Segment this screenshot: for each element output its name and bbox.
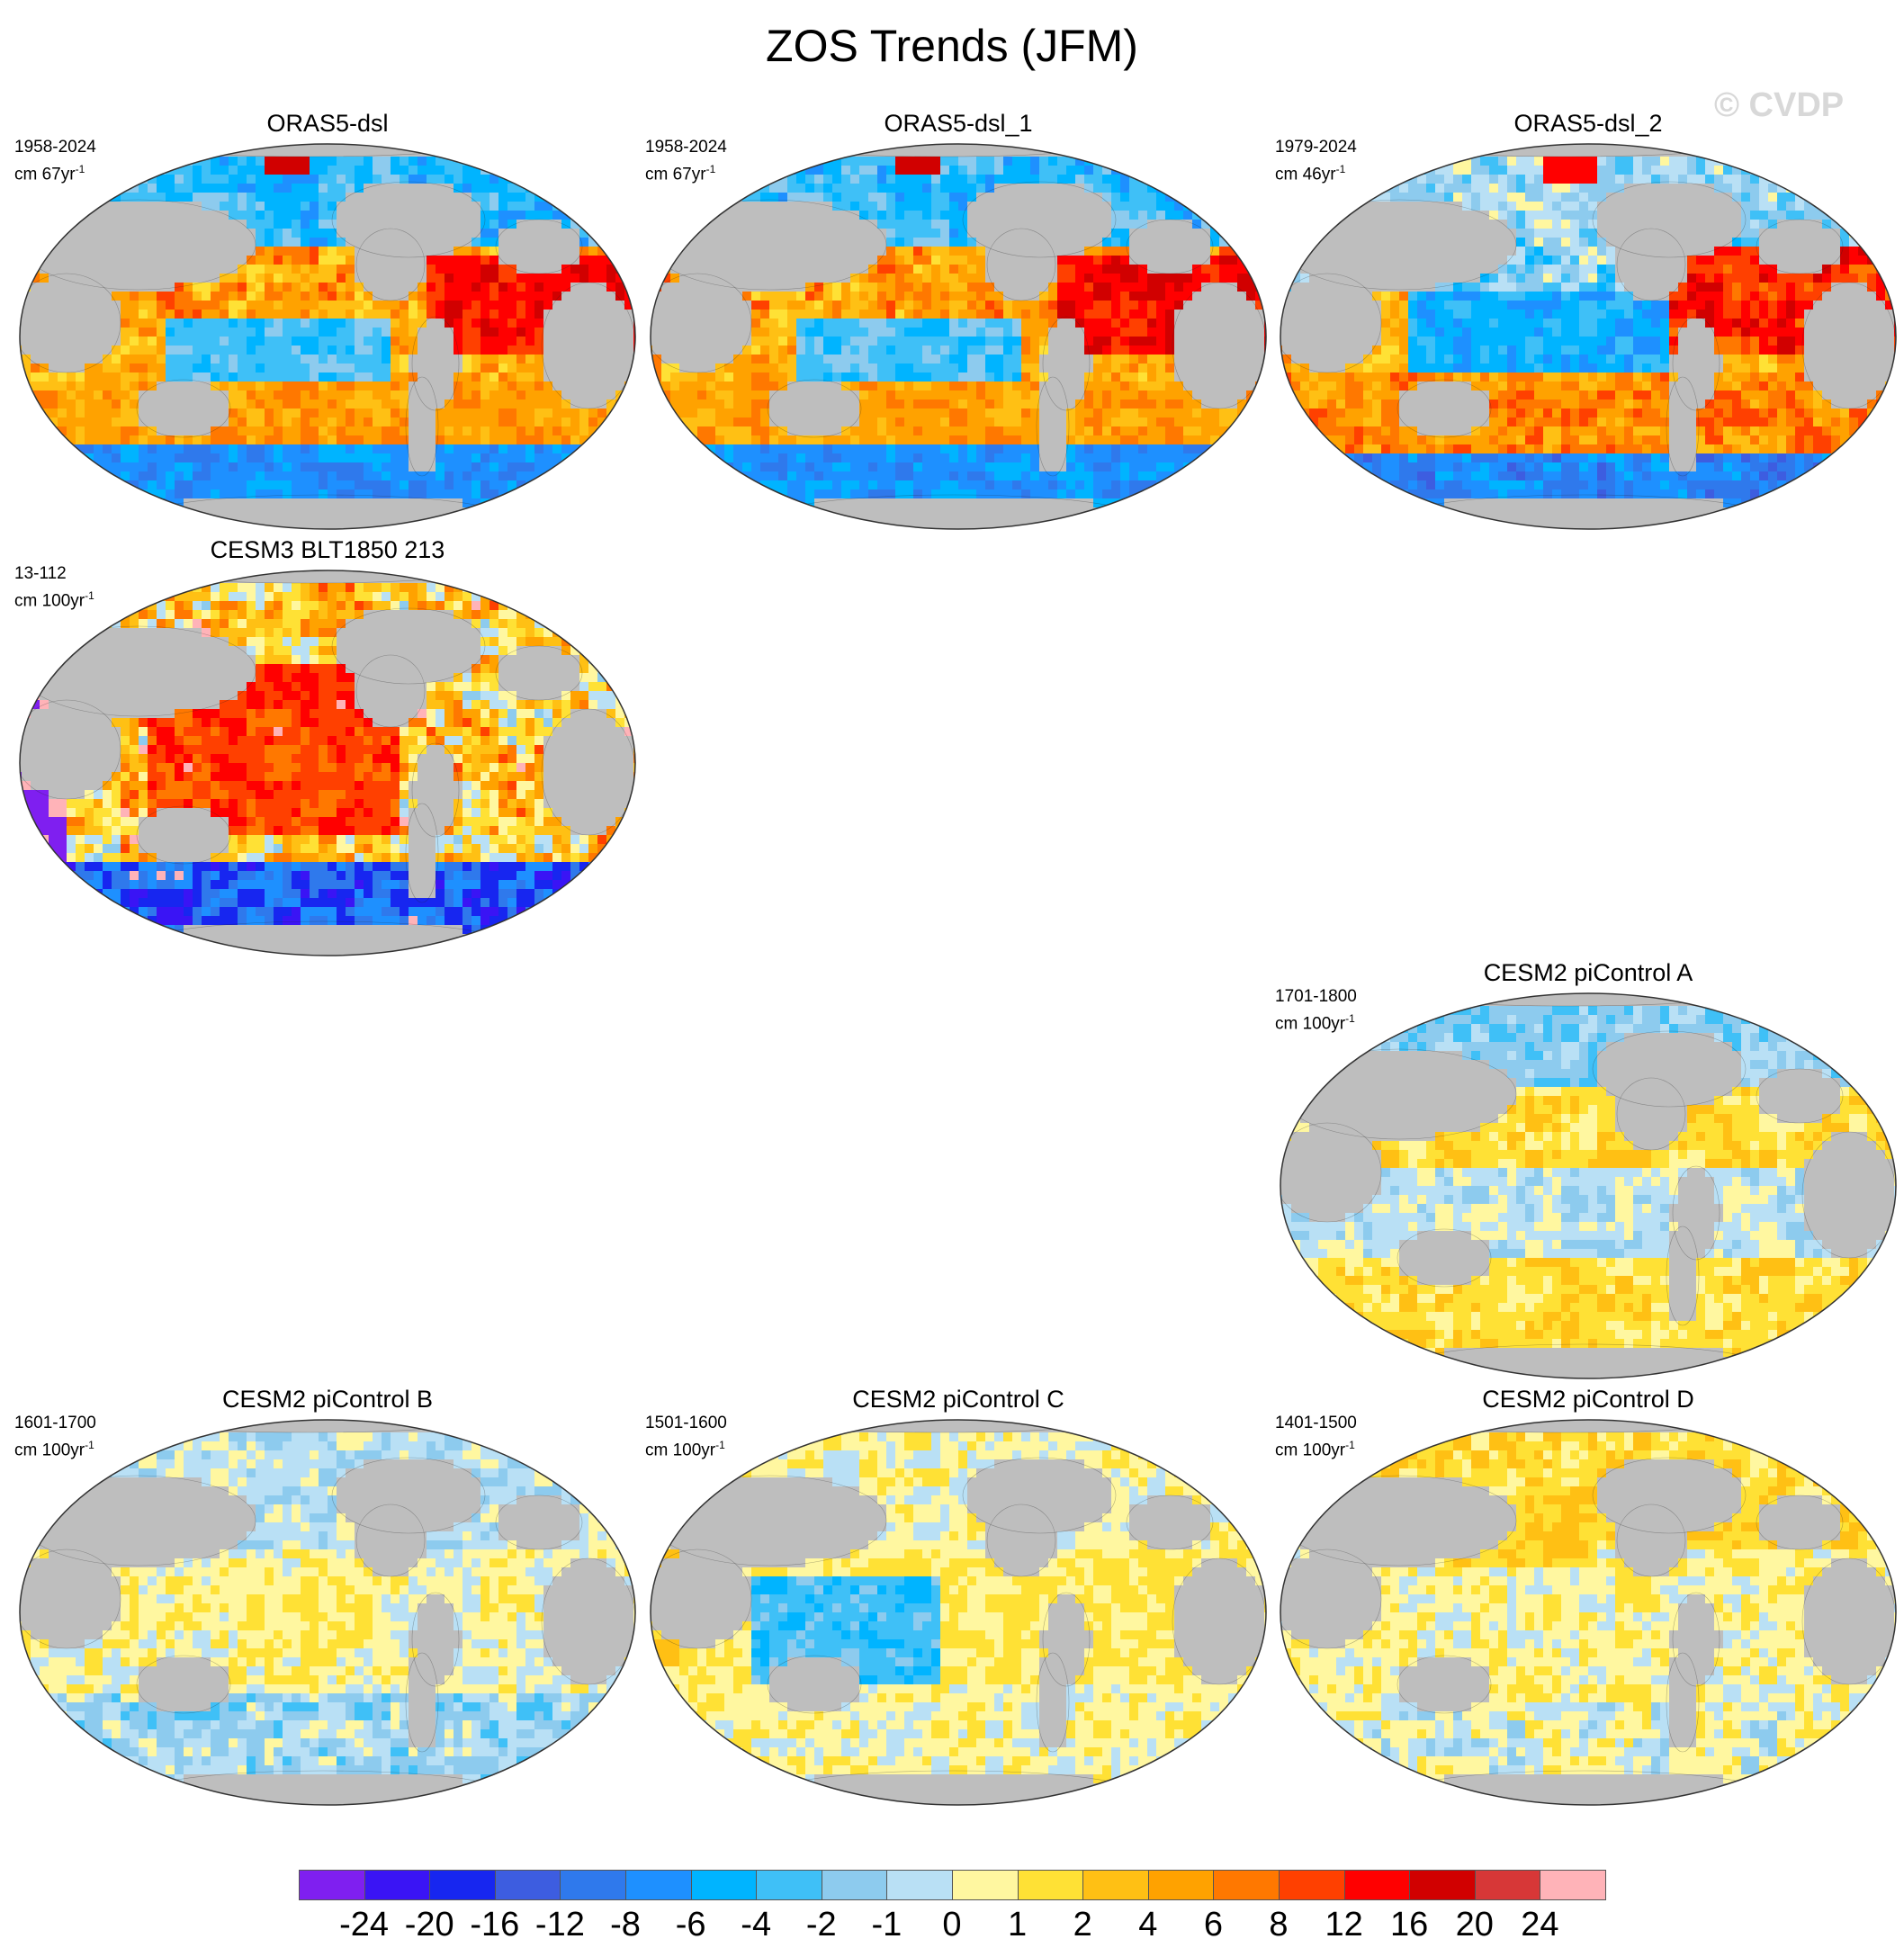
panel-units: cm 100yr-1 [1275, 1012, 1355, 1034]
colorbar-box [1147, 1870, 1215, 1900]
map-panel-cesm2-picontrol-b: CESM2 piControl B 1601-1700 cm 100yr-1 [13, 1386, 642, 1813]
colorbar-box [1082, 1870, 1149, 1900]
colorbar-box [1017, 1870, 1084, 1900]
colorbar-tick-label: 12 [1325, 1906, 1363, 1944]
colorbar-tick-label: 24 [1521, 1906, 1559, 1944]
colorbar-tick-label: -1 [871, 1906, 903, 1944]
colorbar-box [1343, 1870, 1411, 1900]
map-border [19, 1419, 636, 1806]
colorbar-tick-label: 1 [1008, 1906, 1028, 1944]
robinson-map [19, 1419, 636, 1806]
colorbar-box [1540, 1870, 1606, 1900]
colorbar-tick-label: 20 [1455, 1906, 1494, 1944]
robinson-map [19, 143, 636, 530]
panel-units: cm 100yr-1 [14, 1439, 94, 1460]
colorbar-box [1279, 1870, 1345, 1900]
panel-units: cm 67yr-1 [645, 163, 716, 184]
colorbar-tick-label: 0 [942, 1906, 962, 1944]
map-panel-oras5-dsl-1: ORAS5-dsl_1 1958-2024 cm 67yr-1 [643, 110, 1273, 537]
colorbar-tick-label: 2 [1073, 1906, 1092, 1944]
map-border [19, 570, 636, 956]
panel-period: 1979-2024 [1275, 138, 1357, 157]
robinson-map [1280, 143, 1897, 530]
colorbar-tick-label: -24 [339, 1906, 390, 1944]
map-panel-oras5-dsl-2: ORAS5-dsl_2 1979-2024 cm 46yr-1 [1273, 110, 1903, 537]
panel-period: 1958-2024 [14, 138, 96, 157]
colorbar-box [494, 1870, 561, 1900]
colorbar-box [1409, 1870, 1476, 1900]
trend-field [20, 570, 635, 956]
panel-title: CESM3 BLT1850 213 [210, 536, 445, 563]
panel-period: 1958-2024 [645, 138, 727, 157]
trend-field [651, 144, 1266, 529]
robinson-map [19, 570, 636, 956]
map-border [650, 143, 1267, 530]
panel-period: 13-112 [14, 564, 67, 583]
panel-period: 1701-1800 [1275, 987, 1357, 1006]
panel-title: ORAS5-dsl [266, 110, 389, 137]
colorbar-box [952, 1870, 1019, 1900]
colorbar-tick-label: 6 [1203, 1906, 1223, 1944]
panel-units: cm 100yr-1 [1275, 1439, 1355, 1460]
trend-field [20, 1420, 635, 1805]
map-panel-cesm2-picontrol-d: CESM2 piControl D 1401-1500 cm 100yr-1 [1273, 1386, 1903, 1813]
map-border [1280, 143, 1897, 530]
map-panel-cesm2-picontrol-c: CESM2 piControl C 1501-1600 cm 100yr-1 [643, 1386, 1273, 1813]
colorbar-box [1213, 1870, 1280, 1900]
robinson-map [1280, 992, 1897, 1379]
map-border [650, 1419, 1267, 1806]
panel-units: cm 46yr-1 [1275, 163, 1346, 184]
map-border [1280, 1419, 1897, 1806]
colorbar-box [364, 1870, 431, 1900]
colorbar-tick-label: -4 [741, 1906, 772, 1944]
panel-title: CESM2 piControl A [1483, 959, 1693, 986]
cvdp-watermark: © CVDP [1714, 86, 1845, 124]
trend-field [1280, 1420, 1896, 1805]
panel-title: CESM2 piControl C [852, 1386, 1064, 1413]
colorbar [299, 1870, 1606, 1902]
panel-period: 1401-1500 [1275, 1414, 1357, 1432]
panel-units: cm 67yr-1 [14, 163, 85, 184]
trend-field [1280, 144, 1896, 529]
colorbar-tick-label: -6 [675, 1906, 706, 1944]
colorbar-tick-label: 8 [1269, 1906, 1289, 1944]
trend-field [651, 1420, 1266, 1805]
colorbar-box [1474, 1870, 1541, 1900]
colorbar-box [560, 1870, 626, 1900]
colorbar-box [299, 1870, 365, 1900]
colorbar-box [625, 1870, 692, 1900]
colorbar-tick-label: 16 [1390, 1906, 1429, 1944]
colorbar-tick-label: -8 [610, 1906, 641, 1944]
robinson-map [1280, 1419, 1897, 1806]
map-panel-cesm2-picontrol-a: CESM2 piControl A 1701-1800 cm 100yr-1 [1273, 959, 1903, 1387]
map-border [19, 143, 636, 530]
map-panel-oras5-dsl: ORAS5-dsl 1958-2024 cm 67yr-1 [13, 110, 642, 537]
panel-units: cm 100yr-1 [14, 589, 94, 611]
panel-title: CESM2 piControl B [221, 1386, 434, 1413]
trend-field [20, 144, 635, 529]
colorbar-box [429, 1870, 496, 1900]
trend-field [1280, 993, 1896, 1378]
colorbar-tick-label: -20 [404, 1906, 454, 1944]
map-panel-cesm3-blt1850: CESM3 BLT1850 213 13-112 cm 100yr-1 [13, 536, 642, 964]
panel-title: CESM2 piControl D [1482, 1386, 1694, 1413]
colorbar-box [756, 1870, 822, 1900]
robinson-map [650, 143, 1267, 530]
colorbar-tick-label: -12 [534, 1906, 585, 1944]
panel-period: 1501-1600 [645, 1414, 727, 1432]
colorbar-box [690, 1870, 758, 1900]
colorbar-tick-label: 4 [1138, 1906, 1158, 1944]
panel-units: cm 100yr-1 [645, 1439, 725, 1460]
colorbar-box [886, 1870, 953, 1900]
panel-period: 1601-1700 [14, 1414, 96, 1432]
colorbar-tick-label: -2 [805, 1906, 837, 1944]
panel-title: ORAS5-dsl_1 [884, 110, 1033, 137]
panel-title: ORAS5-dsl_2 [1513, 110, 1663, 137]
robinson-map [650, 1419, 1267, 1806]
figure-title: ZOS Trends (JFM) [766, 21, 1138, 71]
colorbar-box [821, 1870, 888, 1900]
colorbar-tick-label: -16 [470, 1906, 520, 1944]
map-border [1280, 992, 1897, 1379]
